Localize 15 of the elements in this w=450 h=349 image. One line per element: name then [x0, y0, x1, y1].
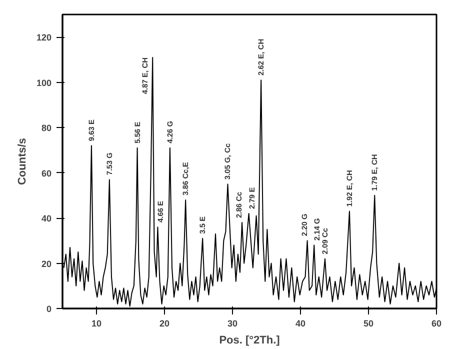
y-tick-label: 80: [41, 123, 52, 134]
x-tick-label: 30: [227, 318, 238, 328]
x-axis-title: Pos. [°2Th.]: [219, 334, 280, 346]
y-tick-label: 60: [41, 168, 52, 178]
x-tick-label: 10: [91, 318, 102, 328]
y-tick-label: 120: [36, 32, 52, 43]
y-tick-label: 100: [36, 78, 52, 88]
y-tick-label: 20: [41, 258, 52, 269]
x-tick-label: 50: [363, 318, 374, 328]
y-axis-title: Counts/s: [16, 138, 28, 186]
x-tick-label: 60: [431, 318, 442, 328]
x-tick-label: 40: [295, 318, 306, 328]
y-tick-label: 40: [41, 214, 52, 224]
y-tick-label: 0: [46, 304, 52, 314]
x-tick-label: 20: [159, 318, 170, 328]
